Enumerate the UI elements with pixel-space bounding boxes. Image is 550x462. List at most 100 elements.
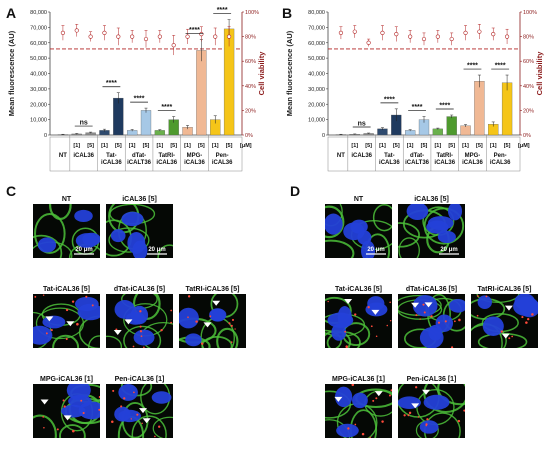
peptide-signal	[454, 320, 456, 322]
fluorescence-bar	[113, 98, 123, 135]
micrograph-label: Pen-iCAL36 [1]	[407, 376, 457, 383]
group-label: NT	[337, 153, 345, 159]
peptide-signal	[51, 329, 53, 331]
nucleus-stain	[27, 326, 52, 345]
peptide-signal	[425, 423, 427, 425]
micrograph-label: MPG-iCAL36 [1]	[332, 376, 385, 383]
nucleus-stain	[78, 304, 104, 320]
fluorescence-bar	[141, 110, 151, 135]
peptide-signal	[123, 397, 125, 399]
viability-point	[158, 35, 162, 39]
peptide-signal	[403, 414, 405, 416]
concentration-label: [1]	[184, 143, 191, 149]
concentration-label: [5]	[504, 143, 511, 149]
concentration-label: [5]	[421, 143, 428, 149]
nucleus-stain	[127, 232, 145, 254]
peptide-signal	[46, 332, 48, 334]
viability-point	[89, 35, 93, 39]
y-tick-label: 30,000	[308, 87, 325, 93]
peptide-signal	[354, 313, 356, 315]
peptide-signal	[422, 304, 424, 306]
peptide-signal	[463, 410, 465, 412]
y-right-tick-label: 20%	[245, 108, 256, 114]
viability-point	[395, 32, 399, 36]
y-axis-label: Mean fluorescence (AU)	[7, 30, 16, 116]
y-tick-label: 10,000	[30, 118, 47, 124]
peptide-signal	[158, 426, 160, 428]
nucleus-stain	[118, 384, 138, 401]
peptide-signal	[133, 392, 135, 394]
group-label: iCALT36	[127, 160, 152, 166]
peptide-signal	[531, 313, 534, 316]
y-tick-label: 0	[322, 133, 325, 139]
group-label: MPG-	[187, 153, 203, 159]
concentration-label: [5]	[87, 143, 94, 149]
nucleus-stain	[352, 393, 368, 409]
y-tick-label: 50,000	[30, 56, 47, 62]
peptide-signal	[80, 400, 82, 402]
peptide-signal	[72, 430, 75, 433]
peptide-signal	[508, 337, 510, 339]
micrograph-panel: TatRI-iCAL36 [5]	[465, 286, 539, 363]
y-axis-right-label: Cell viability	[535, 51, 544, 96]
y-right-tick-label: 0%	[523, 133, 531, 139]
y-tick-label: 0	[44, 133, 47, 139]
nucleus-stain	[335, 387, 352, 407]
significance-label: ****	[412, 104, 423, 111]
nucleus-stain	[121, 212, 143, 226]
peptide-signal	[195, 320, 197, 322]
concentration-label: [1]	[212, 143, 219, 149]
fluorescence-bar	[474, 81, 484, 135]
nucleus-stain	[426, 221, 448, 234]
viability-point	[61, 31, 65, 35]
peptide-signal	[362, 433, 365, 436]
concentration-label: [1]	[379, 143, 386, 149]
viability-point	[339, 31, 343, 35]
concentration-label: [5]	[393, 143, 400, 149]
peptide-signal	[140, 330, 142, 332]
y-right-tick-label: 40%	[523, 84, 534, 90]
peptide-signal	[409, 412, 411, 414]
peptide-signal	[98, 409, 100, 411]
micrograph-panel: dTat-iCAL36 [5]	[395, 286, 470, 349]
nucleus-stain	[67, 380, 91, 400]
micrograph-label: MPG-iCAL36 [1]	[40, 376, 93, 383]
peptide-signal	[72, 301, 74, 303]
peptide-signal	[371, 325, 373, 327]
y-tick-label: 40,000	[308, 72, 325, 78]
group-label: iCAL36	[462, 160, 483, 166]
concentration-label: [1]	[101, 143, 108, 149]
peptide-signal	[370, 437, 371, 438]
group-label: TatRI-	[436, 153, 453, 159]
scale-bar-label: 20 μm	[367, 247, 384, 253]
micrograph-panel: Pen-iCAL36 [1]	[397, 372, 483, 450]
group-label: Tat-	[106, 153, 117, 159]
nucleus-stain	[428, 325, 442, 341]
micrograph-label: Tat-iCAL36 [5]	[43, 286, 90, 293]
concentration-label: [5]	[198, 143, 205, 149]
concentration-label: [5]	[170, 143, 177, 149]
nucleus-stain	[178, 308, 199, 329]
viability-point	[75, 29, 79, 33]
peptide-signal	[344, 331, 346, 333]
peptide-signal	[85, 296, 87, 298]
viability-point	[130, 35, 134, 39]
y-right-tick-label: 60%	[523, 59, 534, 65]
nucleus-stain	[38, 237, 56, 252]
nucleus-stain	[483, 316, 504, 336]
y-tick-label: 40,000	[30, 72, 47, 78]
group-label: TatRI-	[158, 153, 175, 159]
peptide-signal	[477, 315, 479, 317]
viability-point	[186, 35, 190, 39]
peptide-signal	[111, 420, 114, 423]
significance-label: ****	[217, 7, 228, 14]
y-right-tick-label: 80%	[245, 35, 256, 41]
group-label: iCAL36	[156, 160, 177, 166]
peptide-signal	[430, 315, 432, 317]
peptide-signal	[501, 330, 503, 332]
peptide-signal	[438, 322, 440, 324]
significance-label: ns	[358, 121, 366, 128]
y-tick-label: 60,000	[30, 41, 47, 47]
